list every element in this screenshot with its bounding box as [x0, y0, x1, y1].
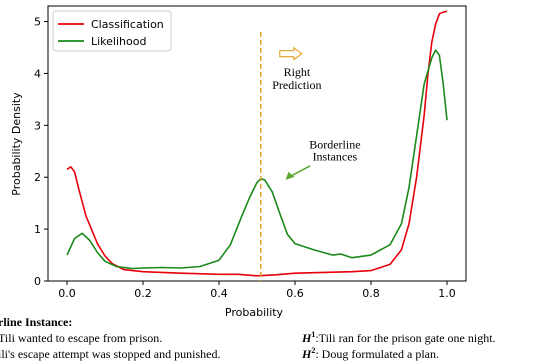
x-tick-label: 0.2 [134, 287, 152, 300]
x-tick-label: 1.0 [438, 287, 456, 300]
legend-label: Classification [91, 18, 164, 31]
y-tick-label: 4 [34, 67, 41, 80]
caption-right-line-1: H1:Tili ran for the prison gate one nigh… [302, 330, 496, 346]
y-tick-label: 2 [34, 171, 41, 184]
caption-left-line-1: Tili wanted to escape from prison. [0, 331, 163, 345]
annotation-right-prediction: Right [284, 65, 311, 79]
caption-right-line-2: H2: Doug formulated a plan. [302, 346, 439, 362]
plot-area [47, 5, 467, 282]
chart-legend: Classification Likelihood [52, 10, 172, 52]
borderline-arrow-shaft [289, 165, 311, 178]
annotation-right-prediction: Prediction [272, 78, 321, 92]
legend-label: Likelihood [91, 35, 146, 48]
right-arrow-icon [279, 46, 303, 61]
x-axis-label: Probability [225, 306, 284, 319]
series-line-likelihood [66, 49, 448, 270]
x-tick-label: 0.6 [286, 287, 304, 300]
caption-left-line-2: ili's escape attempt was stopped and pun… [0, 347, 221, 361]
y-tick-label: 1 [34, 223, 41, 236]
y-axis-label: Probability Density [10, 92, 23, 196]
y-tick-label: 3 [34, 119, 41, 132]
annotation-borderline: Instances [313, 150, 358, 164]
borderline-arrow-head [285, 171, 295, 180]
x-tick-label: 0.0 [58, 287, 76, 300]
x-tick-label: 0.8 [362, 287, 380, 300]
x-tick-label: 0.4 [210, 287, 228, 300]
series-lines [66, 10, 448, 277]
axes-border [47, 5, 467, 282]
y-tick-label: 0 [34, 275, 41, 288]
axis-ticks: 0.0 0.2 0.4 0.6 0.8 1.0 0 1 2 3 4 5 [34, 16, 456, 300]
caption-left-title: rline Instance: [0, 315, 73, 329]
annotation-borderline: Borderline [309, 138, 360, 152]
y-tick-label: 5 [34, 16, 41, 29]
figure-caption: rline Instance: Tili wanted to escape fr… [0, 313, 546, 364]
